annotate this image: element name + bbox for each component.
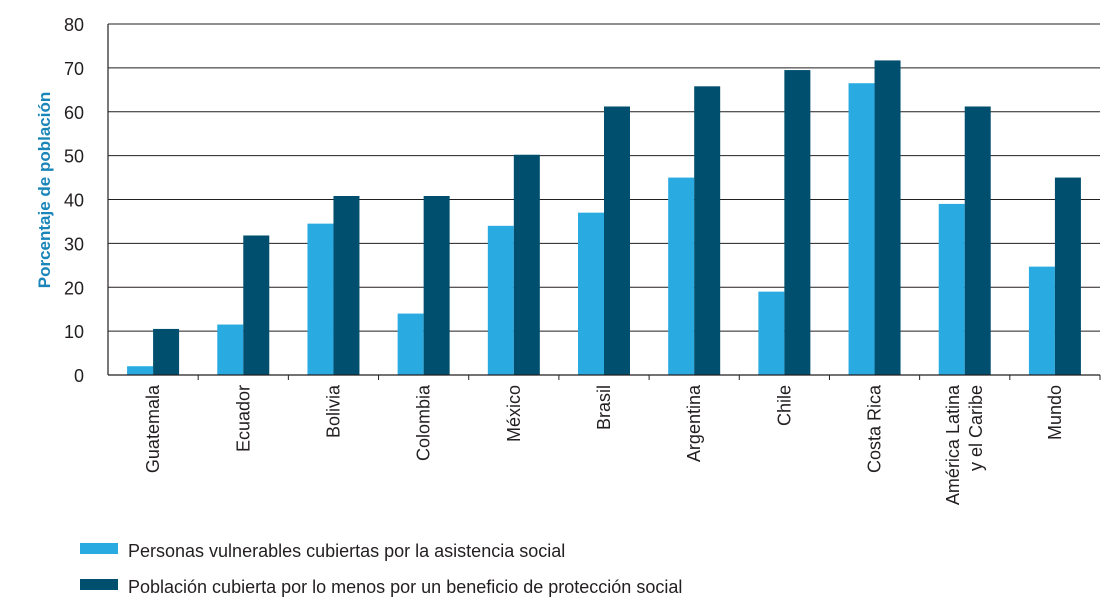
y-tick-label: 80 (64, 15, 84, 35)
bar (694, 86, 721, 376)
bar (848, 83, 875, 375)
x-category-label: América Latina (943, 384, 963, 505)
y-tick-labels: 0 10 20 30 40 50 60 70 80 (64, 15, 84, 386)
x-category-label: Bolivia (323, 384, 343, 438)
bar (307, 223, 334, 375)
y-axis-label: Porcentaje de población (35, 92, 54, 289)
y-tick-label: 40 (64, 191, 84, 211)
bar (423, 195, 450, 375)
y-tick-label: 70 (64, 59, 84, 79)
bar (333, 195, 360, 375)
x-category-label: Brasil (594, 385, 614, 430)
x-category-label: Costa Rica (865, 384, 885, 473)
x-category-label: Chile (774, 385, 794, 426)
y-tick-label: 10 (64, 322, 84, 342)
bar (758, 291, 785, 375)
legend-label-poblacion: Población cubierta por lo menos por un b… (128, 577, 682, 597)
bar (874, 60, 901, 375)
bar (127, 366, 154, 375)
x-category-labels: Guatemala Ecuador Bolivia Colombia México Bra… (143, 384, 1065, 505)
x-category-label: Guatemala (143, 384, 163, 473)
bar (243, 235, 270, 375)
bar (1028, 266, 1055, 375)
bar (784, 70, 811, 375)
x-category-label: Colombia (414, 384, 434, 461)
bar (513, 154, 540, 375)
bar (668, 177, 695, 375)
x-category-label: y el Caribe (966, 385, 986, 471)
bar (217, 324, 244, 375)
bar (487, 225, 514, 375)
legend-label-vulnerables: Personas vulnerables cubiertas por la as… (128, 541, 565, 561)
y-tick-label: 0 (74, 366, 84, 386)
x-category-label: México (504, 385, 524, 442)
bar (578, 212, 604, 375)
legend-swatch-poblacion (80, 579, 118, 590)
bar (397, 313, 424, 375)
bars (127, 60, 1081, 376)
bar (604, 106, 630, 376)
legend-swatch-vulnerables (80, 543, 118, 554)
axes (107, 24, 1101, 380)
y-tick-label: 20 (64, 278, 84, 298)
bar (1054, 177, 1081, 375)
x-category-label: Ecuador (233, 385, 253, 452)
bar (938, 203, 965, 375)
bar (153, 328, 180, 375)
y-tick-label: 50 (64, 147, 84, 167)
legend: Personas vulnerables cubiertas por la as… (80, 541, 682, 597)
y-tick-label: 30 (64, 234, 84, 254)
x-category-label: Mundo (1045, 385, 1065, 440)
bar (964, 106, 991, 376)
y-tick-label: 60 (64, 103, 84, 123)
x-category-label: Argentina (684, 384, 704, 462)
